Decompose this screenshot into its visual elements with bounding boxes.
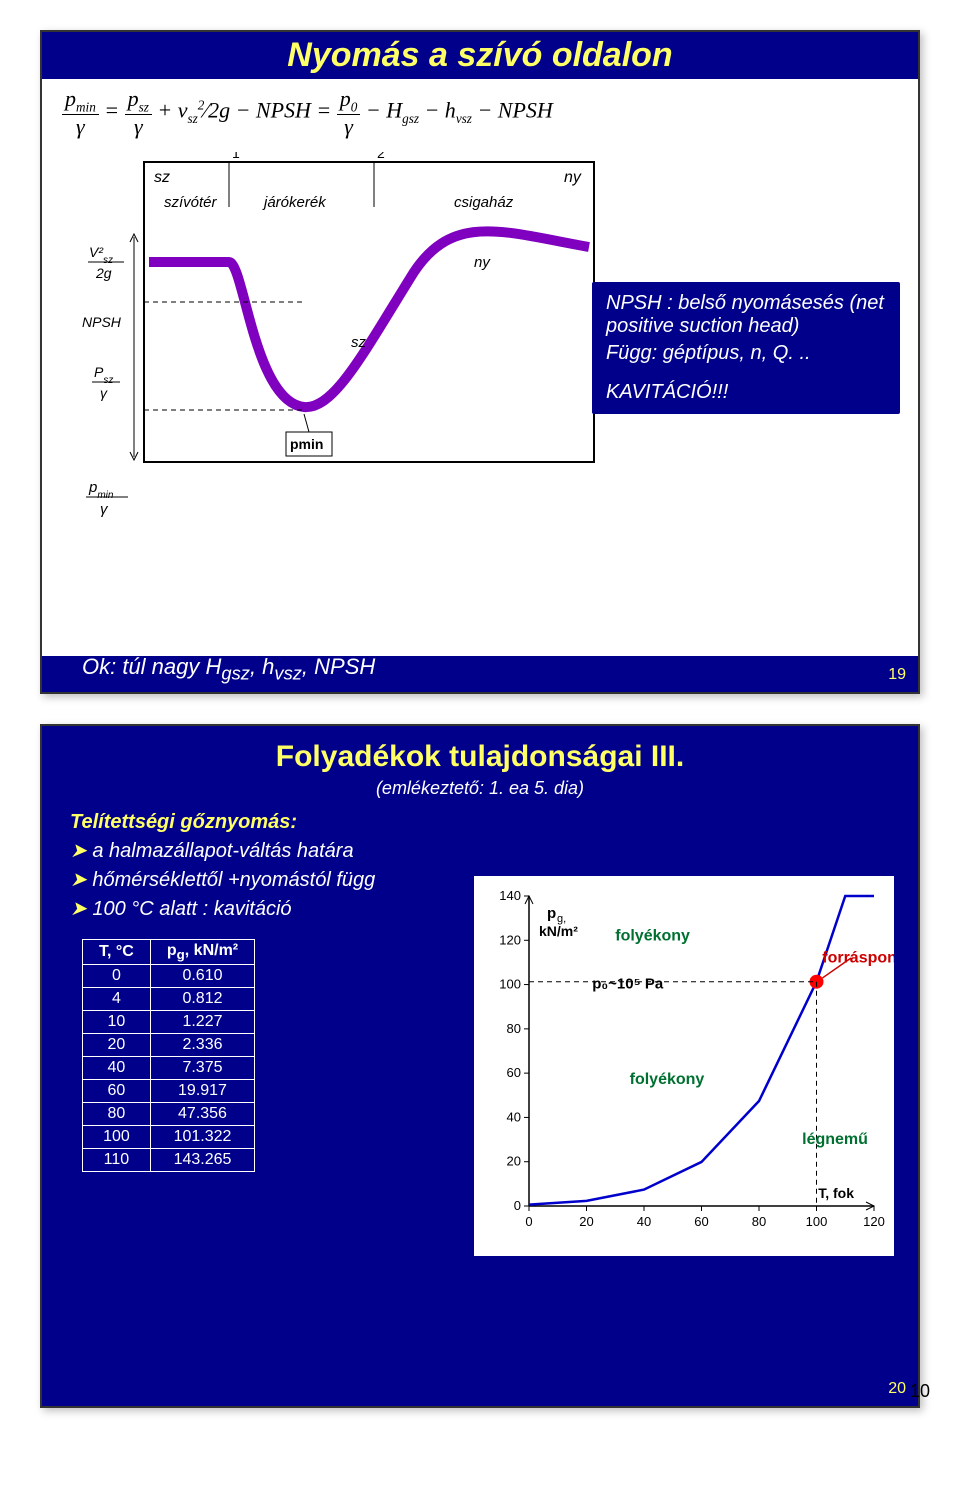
svg-text:folyékony: folyékony <box>615 927 690 944</box>
table-cell: 60 <box>83 1080 151 1103</box>
svg-text:40: 40 <box>507 1109 521 1124</box>
table-cell: 47.356 <box>150 1103 254 1126</box>
table-cell: 20 <box>83 1034 151 1057</box>
table-cell: 0.610 <box>150 965 254 988</box>
svg-text:60: 60 <box>694 1214 708 1229</box>
slide2-subtitle: (emlékeztető: 1. ea 5. dia) <box>42 778 918 799</box>
label-sz: sz <box>154 169 170 186</box>
svg-text:0: 0 <box>514 1198 521 1213</box>
table-cell: 2.336 <box>150 1034 254 1057</box>
svg-text:0: 0 <box>525 1214 532 1229</box>
th-1: pg, kN/m² <box>150 940 254 965</box>
pmin-label: pmin <box>290 436 323 452</box>
th-0: T, °C <box>83 940 151 965</box>
svg-text:légnemű: légnemű <box>802 1131 868 1148</box>
slide1-footer: Ok: túl nagy Hgsz, hvsz, NPSH 19 <box>42 656 918 692</box>
label-sz-curve: sz <box>351 334 367 351</box>
svg-text:100: 100 <box>806 1214 828 1229</box>
svg-text:80: 80 <box>507 1021 521 1036</box>
pressure-curve <box>149 231 589 407</box>
svg-text:forráspont: forráspont <box>822 949 894 966</box>
svg-text:p₀~10⁵ Pa: p₀~10⁵ Pa <box>592 976 664 993</box>
table-cell: 0 <box>83 965 151 988</box>
npsh-note: NPSH : belső nyomásesés (net positive su… <box>592 282 900 414</box>
table-cell: 19.917 <box>150 1080 254 1103</box>
table-cell: 143.265 <box>150 1149 254 1172</box>
bullet-1: a halmazállapot-váltás határa <box>70 838 918 863</box>
table-cell: 0.812 <box>150 988 254 1011</box>
label-jarokerek: járókerék <box>262 194 327 211</box>
ylab-1: 2g <box>95 265 112 281</box>
table-cell: 4 <box>83 988 151 1011</box>
ylab-4: γ <box>100 385 108 401</box>
table-cell: 1.227 <box>150 1011 254 1034</box>
svg-text:80: 80 <box>752 1214 766 1229</box>
slide1-formula: pminγ = pszγ + vsz2⁄2g − NPSH = p0γ − Hg… <box>62 87 918 138</box>
note-line1: NPSH : belső nyomásesés (net positive su… <box>606 292 886 338</box>
slide-2: Folyadékok tulajdonságai III. (emlékezte… <box>40 724 920 1408</box>
svg-text:γ: γ <box>100 501 109 518</box>
ylab-2: NPSH <box>82 314 122 330</box>
svg-text:20: 20 <box>507 1154 521 1169</box>
table-cell: 7.375 <box>150 1057 254 1080</box>
vapor-pressure-table: T, °C pg, kN/m² 00.61040.812101.227202.3… <box>82 939 255 1172</box>
label-ny-top: ny <box>564 169 582 186</box>
note-line2: Függ: géptípus, n, Q. .. <box>606 342 886 365</box>
svg-text:folyékony: folyékony <box>630 1071 705 1088</box>
slide1-pagenum: 19 <box>888 666 906 684</box>
slide1-titlebar: Nyomás a szívó oldalon <box>42 32 918 79</box>
label-szivoter: szívótér <box>164 194 218 211</box>
footer-pagenum: 10 <box>910 1381 930 1402</box>
svg-text:40: 40 <box>637 1214 651 1229</box>
table-cell: 80 <box>83 1103 151 1126</box>
slide2-pagenum: 20 <box>888 1380 906 1398</box>
mark-1: 1 <box>232 152 240 161</box>
ok-line: Ok: túl nagy Hgsz, hvsz, NPSH <box>82 654 375 684</box>
table-cell: 110 <box>83 1149 151 1172</box>
svg-text:120: 120 <box>499 932 521 947</box>
svg-text:100: 100 <box>499 977 521 992</box>
svg-text:kN/m²: kN/m² <box>539 923 578 939</box>
mark-2: 2 <box>377 152 385 161</box>
table-cell: 101.322 <box>150 1126 254 1149</box>
table-cell: 10 <box>83 1011 151 1034</box>
table-cell: 100 <box>83 1126 151 1149</box>
slide2-title: Folyadékok tulajdonságai III. <box>42 726 918 774</box>
bullets-header: Telítettségi gőznyomás: <box>70 811 918 834</box>
svg-text:p: p <box>547 905 556 922</box>
svg-text:140: 140 <box>499 888 521 903</box>
pressure-diagram: sz 1 szívótér 2 járókerék csigaház ny ny… <box>54 152 614 572</box>
label-csigahaz: csigaház <box>454 194 514 211</box>
pg-vs-t-chart: 020406080100120020406080100120140pg,kN/m… <box>474 876 894 1256</box>
slide-1: Nyomás a szívó oldalon pminγ = pszγ + vs… <box>40 30 920 694</box>
svg-text:20: 20 <box>579 1214 593 1229</box>
table-cell: 40 <box>83 1057 151 1080</box>
slide1-title: Nyomás a szívó oldalon <box>287 36 672 74</box>
svg-text:T, fok: T, fok <box>818 1185 854 1201</box>
label-ny-curve: ny <box>474 254 491 271</box>
svg-text:60: 60 <box>507 1065 521 1080</box>
svg-text:120: 120 <box>863 1214 885 1229</box>
note-line3: KAVITÁCIÓ!!! <box>606 381 886 404</box>
